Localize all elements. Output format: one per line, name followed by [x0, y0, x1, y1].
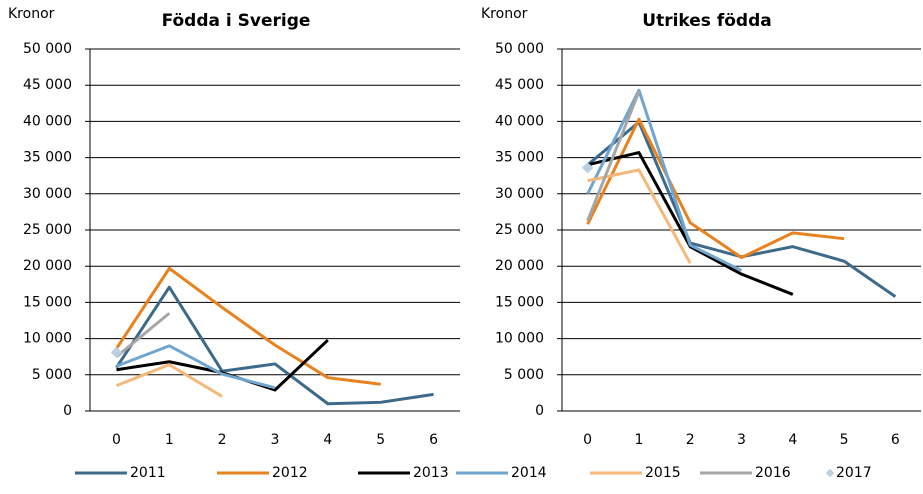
y-tick-label: 5 000	[504, 367, 544, 383]
y-tick-label: 10 000	[495, 331, 544, 347]
y-tick-label: 25 000	[495, 222, 544, 238]
x-tick-label: 5	[840, 432, 849, 448]
legend-label: 2017	[836, 465, 872, 481]
line	[115, 363, 223, 398]
y-tick-label: 45 000	[23, 77, 72, 93]
legend-marker	[825, 468, 835, 478]
line	[586, 91, 641, 222]
x-tick-label: 5	[376, 432, 385, 448]
y-tick-label: 35 000	[23, 150, 72, 166]
x-tick-label: 0	[112, 432, 121, 448]
legend-label: 2011	[130, 465, 166, 481]
line	[115, 266, 381, 386]
y-tick-label: 15 000	[495, 294, 544, 310]
x-tick-label: 1	[165, 432, 174, 448]
legend-label: 2013	[413, 465, 449, 481]
line	[586, 117, 845, 260]
x-tick-label: 4	[323, 432, 332, 448]
legend-label: 2014	[511, 465, 547, 481]
y-tick-label: 30 000	[23, 186, 72, 202]
x-tick-label: 0	[583, 432, 592, 448]
x-tick-label: 1	[634, 432, 643, 448]
legend-label: 2012	[272, 465, 308, 481]
y-tick-label: 10 000	[23, 331, 72, 347]
y-tick-label: 40 000	[23, 113, 72, 129]
y-tick-label: 0	[535, 403, 544, 419]
chart-title: Födda i Sverige	[162, 11, 311, 31]
x-tick-label: 6	[891, 432, 900, 448]
y-tick-label: 5 000	[32, 367, 72, 383]
x-tick-label: 6	[429, 432, 438, 448]
line	[115, 312, 171, 358]
x-tick-label: 2	[218, 432, 227, 448]
line	[116, 338, 329, 392]
y-tick-label: 15 000	[23, 294, 72, 310]
x-tick-label: 2	[686, 432, 695, 448]
y-tick-label: 50 000	[495, 41, 544, 57]
legend-label: 2016	[755, 465, 791, 481]
y-tick-label: 20 000	[23, 258, 72, 274]
y-tick-label: 35 000	[495, 150, 544, 166]
x-tick-label: 3	[271, 432, 280, 448]
line	[586, 88, 743, 272]
marker	[581, 162, 594, 174]
y-tick-label: 25 000	[23, 222, 72, 238]
y-tick-label: 45 000	[495, 77, 544, 93]
y-tick-label: 0	[63, 403, 72, 419]
y-axis-label: Kronor	[481, 6, 528, 22]
marker	[110, 346, 123, 359]
y-tick-label: 40 000	[495, 113, 544, 129]
x-tick-label: 3	[737, 432, 746, 448]
line	[115, 285, 434, 406]
y-tick-label: 20 000	[495, 258, 544, 274]
line	[115, 344, 276, 390]
y-tick-label: 50 000	[23, 41, 72, 57]
y-axis-label: Kronor	[8, 6, 55, 22]
chart-title: Utrikes födda	[642, 11, 771, 31]
y-tick-label: 30 000	[495, 186, 544, 202]
x-tick-label: 4	[788, 432, 797, 448]
legend-label: 2015	[645, 465, 681, 481]
